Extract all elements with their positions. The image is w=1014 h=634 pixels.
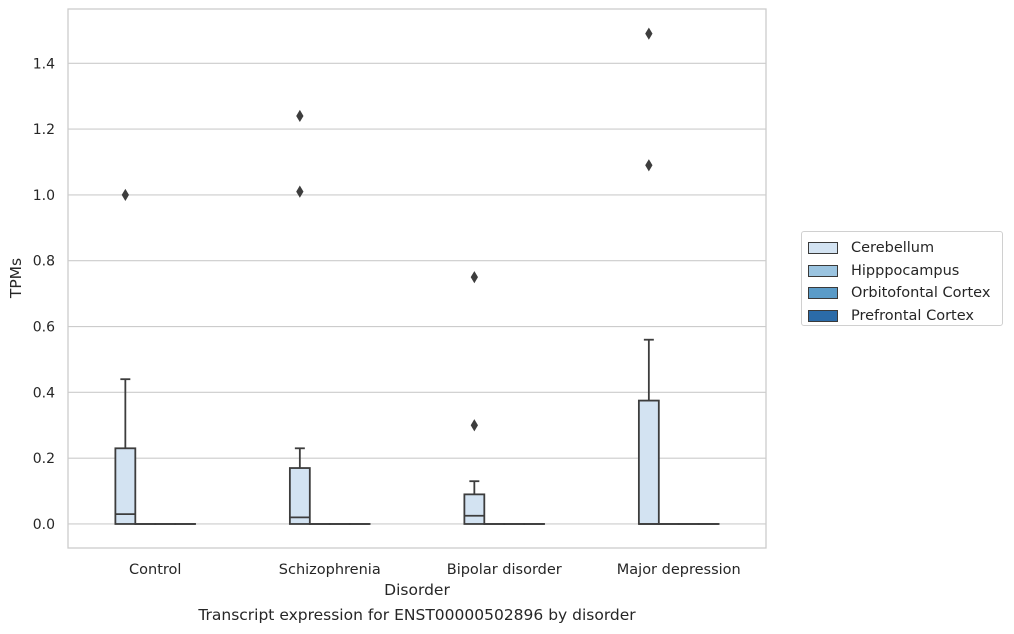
y-tick-label: 0.6 <box>33 320 55 336</box>
legend-swatch <box>808 264 838 277</box>
legend-label: Hipppocampus <box>851 262 960 279</box>
y-tick-label: 0.2 <box>33 451 55 467</box>
plot-frame <box>67 8 767 549</box>
y-tick-label: 0.0 <box>33 517 55 533</box>
box-cerebellum <box>463 493 486 525</box>
x-tick-label: Control <box>129 562 181 578</box>
box-layer <box>114 27 720 525</box>
y-tick-label: 1.2 <box>33 122 55 138</box>
y-tick-label: 0.8 <box>33 254 55 270</box>
outlier-point <box>296 185 304 198</box>
grid-layer <box>68 62 766 525</box>
y-tick-label: 0.4 <box>33 385 55 401</box>
y-tick-label: 1.4 <box>33 56 55 72</box>
chart-caption: Transcript expression for ENST0000050289… <box>198 606 636 624</box>
tick-layer: 0.0 0.2 0.4 0.6 0.8 1.0 1.2 1.4 Control Schizophr… <box>33 56 741 578</box>
x-tick-label: Schizophrenia <box>279 562 381 578</box>
x-axis-label: Disorder <box>384 581 450 599</box>
legend-item: Hipppocampus <box>808 260 1002 283</box>
legend-item: Orbitofontal Cortex <box>808 282 1002 305</box>
box-cerebellum <box>288 467 311 525</box>
box-cerebellum <box>114 447 137 525</box>
outlier-point <box>645 159 653 172</box>
legend-label: Prefrontal Cortex <box>851 308 974 325</box>
outlier-point <box>470 419 478 432</box>
outlier-point <box>470 271 478 284</box>
y-axis-label: TPMs <box>7 258 25 299</box>
legend-item: Prefrontal Cortex <box>808 305 1002 328</box>
x-tick-label: Bipolar disorder <box>447 562 562 578</box>
y-tick-label: 1.0 <box>33 188 55 204</box>
outlier-point <box>645 27 653 40</box>
x-tick-label: Major depression <box>617 562 741 578</box>
box-cerebellum <box>637 399 660 525</box>
legend: Cerebellum Hipppocampus Orbitofontal Corte… <box>801 231 1003 326</box>
legend-swatch <box>808 242 838 255</box>
legend-swatch <box>808 287 838 300</box>
outlier-point <box>121 188 129 202</box>
legend-swatch <box>808 310 838 323</box>
outlier-point <box>296 109 304 123</box>
legend-label: Orbitofontal Cortex <box>851 285 991 302</box>
legend-label: Cerebellum <box>851 240 935 257</box>
legend-item: Cerebellum <box>808 237 1002 260</box>
